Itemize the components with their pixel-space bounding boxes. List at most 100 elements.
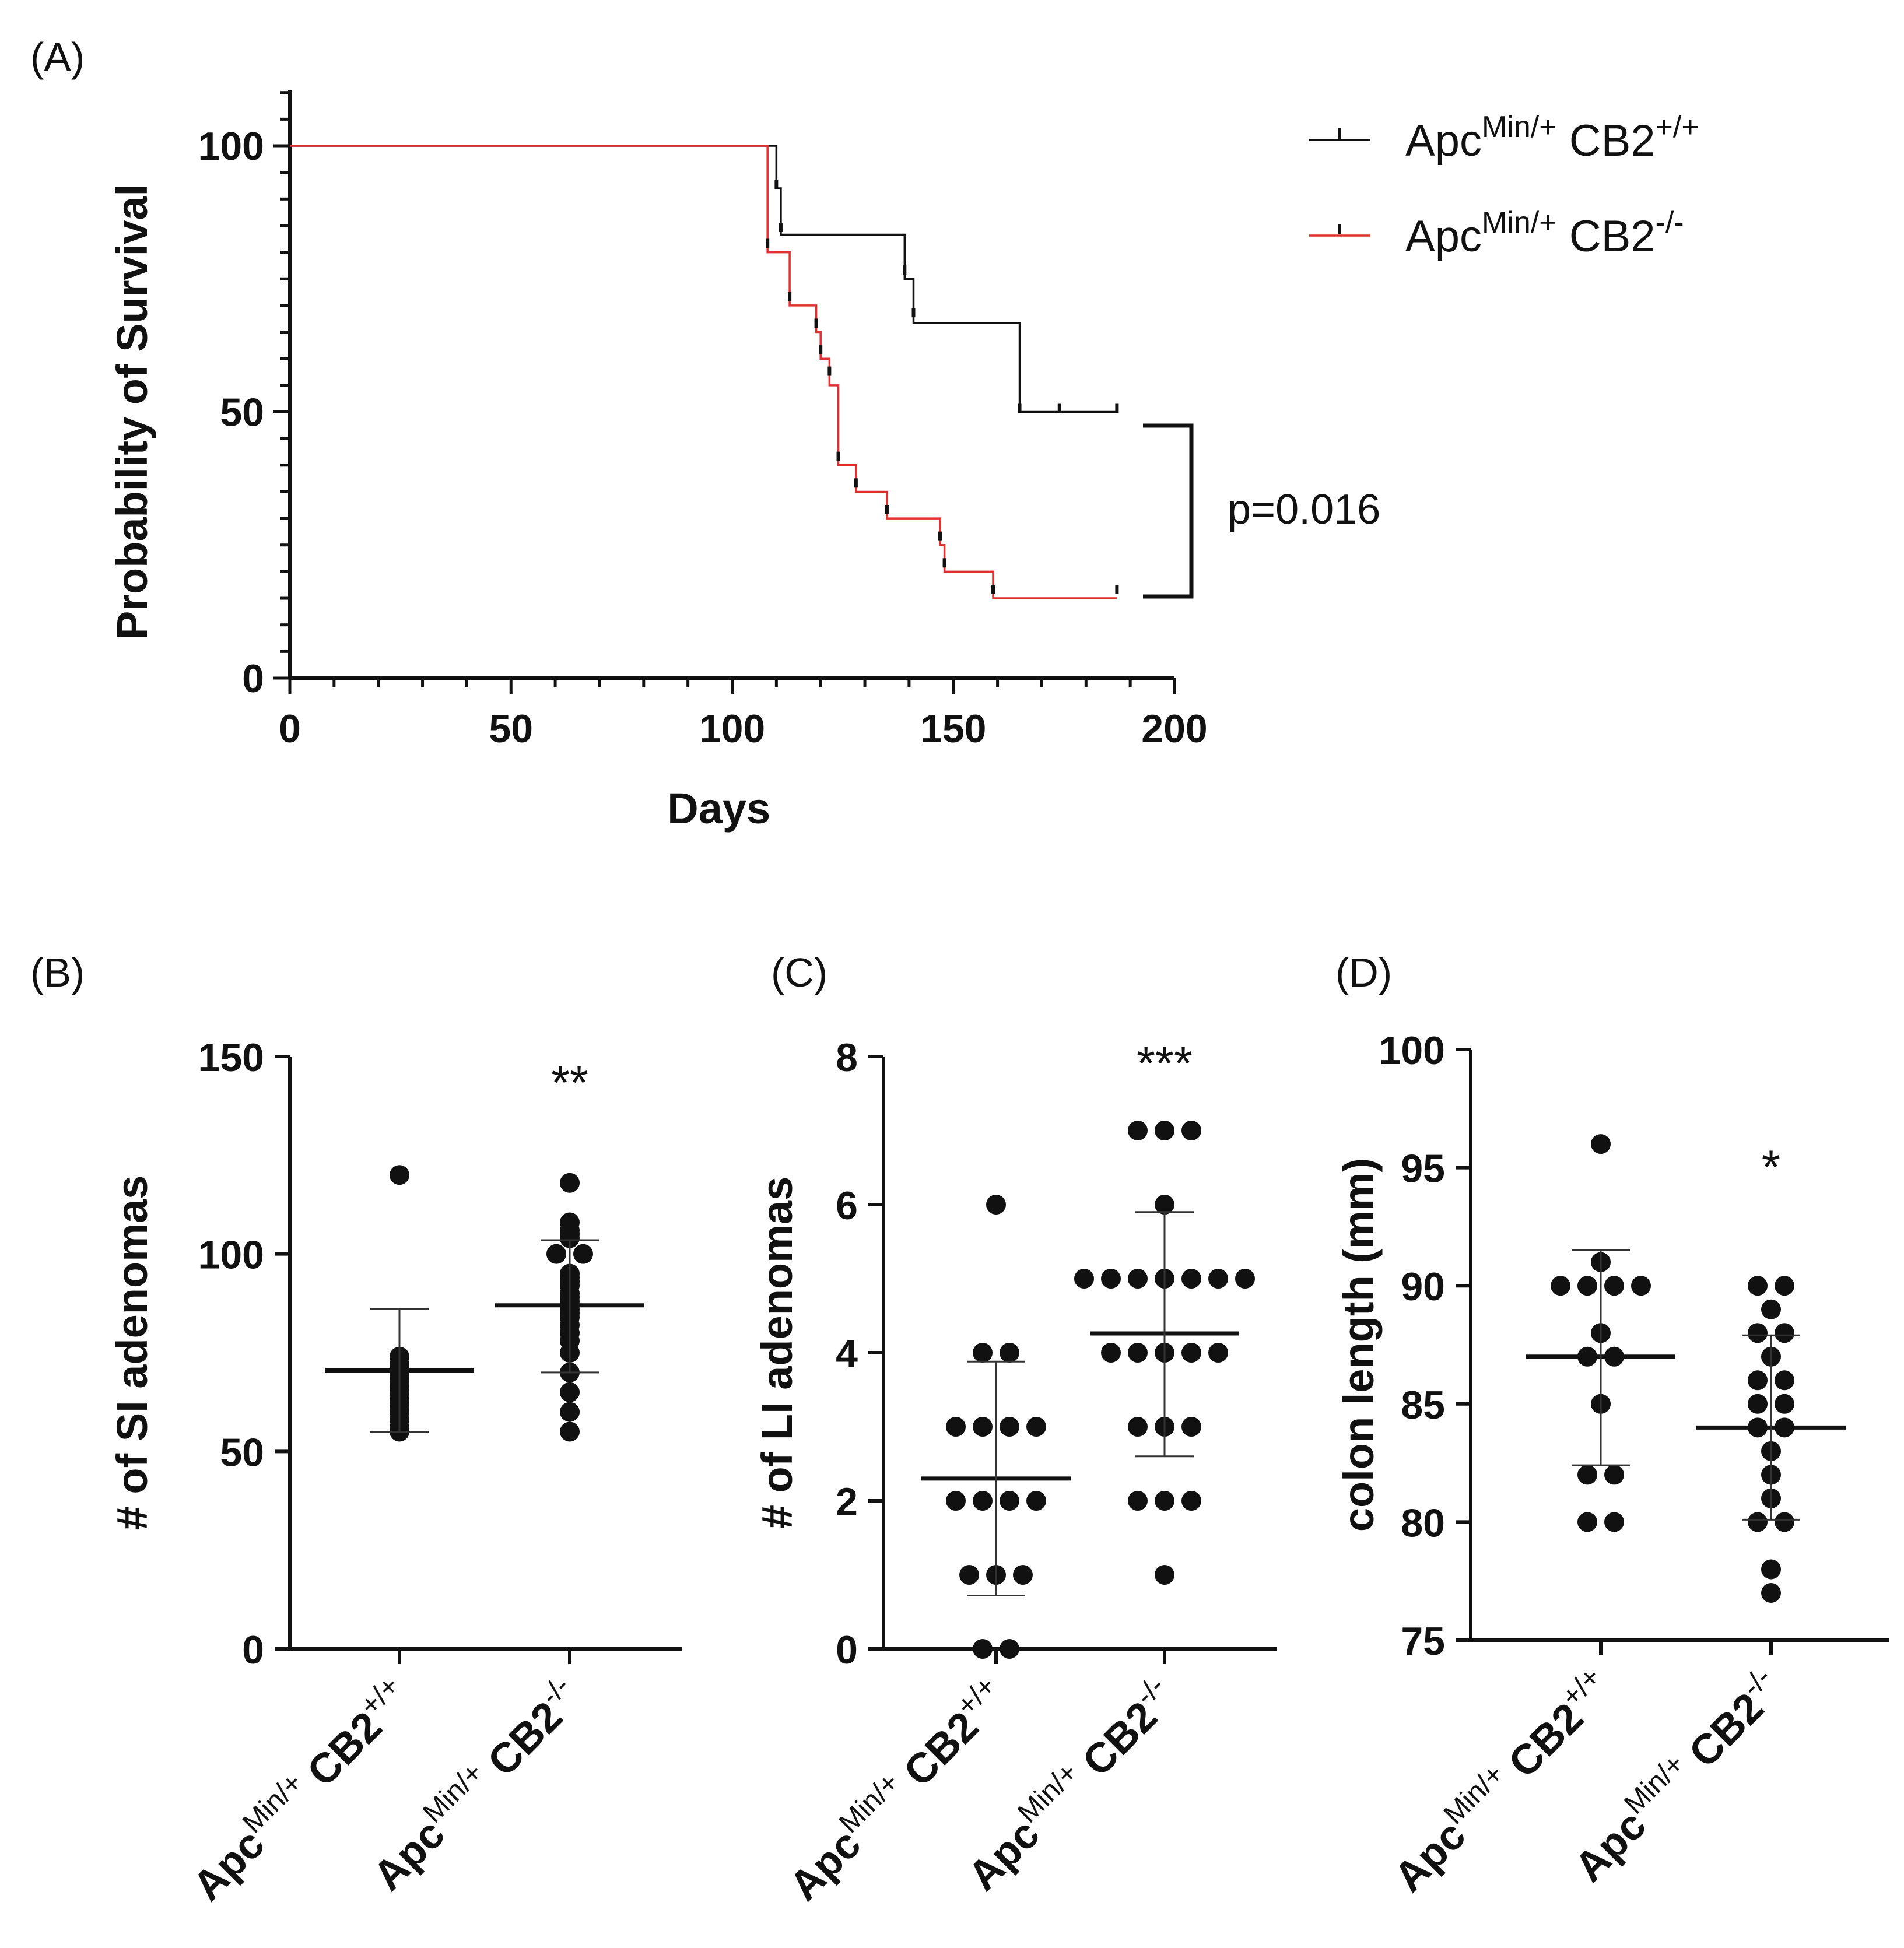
data-point bbox=[1128, 1121, 1148, 1140]
data-point bbox=[1101, 1269, 1121, 1289]
legend-label: ApcMin/+ CB2+/+ bbox=[1405, 110, 1699, 166]
data-point bbox=[986, 1195, 1006, 1215]
data-point bbox=[1761, 1582, 1781, 1603]
y-axis-label: Probability of Survival bbox=[108, 184, 156, 640]
data-point bbox=[973, 1417, 993, 1437]
data-point bbox=[560, 1228, 580, 1248]
data-point bbox=[1181, 1343, 1201, 1363]
significance-bracket bbox=[1143, 423, 1194, 599]
data-point bbox=[946, 1491, 966, 1511]
data-point bbox=[1128, 1343, 1148, 1363]
y-axis-label: # of SI adenomas bbox=[108, 1175, 156, 1531]
data-point bbox=[560, 1173, 580, 1193]
data-point bbox=[1128, 1491, 1148, 1511]
data-point bbox=[1155, 1195, 1174, 1215]
data-point bbox=[1000, 1417, 1019, 1437]
x-tick-label: 200 bbox=[1141, 707, 1207, 751]
panel-label-a: (A) bbox=[30, 34, 85, 80]
panel-label-b: (B) bbox=[30, 950, 85, 995]
y-tick-label: 2 bbox=[836, 1480, 858, 1524]
y-tick-label: 50 bbox=[220, 1430, 264, 1475]
data-point bbox=[1181, 1417, 1201, 1437]
y-tick-label: 100 bbox=[1379, 1029, 1445, 1073]
label-text: CB2 bbox=[1557, 212, 1656, 261]
data-point bbox=[1761, 1559, 1781, 1580]
panel-label-c: (C) bbox=[771, 950, 827, 995]
y-tick-label: 6 bbox=[836, 1184, 858, 1228]
data-point bbox=[1235, 1269, 1255, 1289]
data-point bbox=[1761, 1299, 1781, 1319]
data-point bbox=[959, 1565, 979, 1585]
y-tick-label: 4 bbox=[836, 1332, 858, 1376]
label-superscript: +/+ bbox=[1656, 110, 1699, 144]
y-tick-label: 100 bbox=[198, 1233, 264, 1277]
data-point bbox=[1026, 1417, 1046, 1437]
y-tick-label: 100 bbox=[198, 124, 264, 169]
data-point bbox=[1577, 1512, 1597, 1532]
data-point bbox=[973, 1491, 993, 1511]
data-point bbox=[1748, 1512, 1768, 1532]
y-tick-label: 0 bbox=[242, 657, 264, 701]
data-point bbox=[1101, 1343, 1121, 1363]
significance-stars: *** bbox=[1137, 1037, 1193, 1090]
data-point bbox=[973, 1343, 993, 1363]
data-point bbox=[1026, 1491, 1046, 1511]
x-tick-label: 50 bbox=[489, 707, 533, 751]
y-tick-label: 80 bbox=[1401, 1501, 1445, 1545]
data-point bbox=[1775, 1370, 1794, 1391]
data-point bbox=[560, 1402, 580, 1422]
label-text: Apc bbox=[1405, 116, 1482, 166]
data-point bbox=[390, 1165, 409, 1185]
data-point bbox=[1155, 1121, 1174, 1140]
y-tick-label: 150 bbox=[198, 1036, 264, 1080]
data-point bbox=[1128, 1417, 1148, 1437]
data-point bbox=[1604, 1512, 1624, 1532]
x-tick-label: 100 bbox=[699, 707, 765, 751]
data-point bbox=[1013, 1565, 1033, 1585]
x-tick-label: 0 bbox=[279, 707, 301, 751]
y-tick-label: 90 bbox=[1401, 1265, 1445, 1309]
data-point bbox=[1604, 1276, 1624, 1296]
panel-label-d: (D) bbox=[1335, 950, 1392, 995]
data-point bbox=[560, 1421, 580, 1442]
data-point bbox=[1181, 1269, 1201, 1289]
data-point bbox=[1775, 1512, 1794, 1532]
data-point bbox=[1181, 1121, 1201, 1140]
y-tick-label: 75 bbox=[1401, 1619, 1445, 1663]
data-point bbox=[1775, 1276, 1794, 1296]
data-point bbox=[1208, 1343, 1228, 1363]
label-superscript: -/- bbox=[1656, 206, 1684, 240]
panel-a: (A) 0 50 100 0 50 100 150 200 Days Probability of … bbox=[30, 34, 1699, 833]
p-value-annotation: p=0.016 bbox=[1228, 486, 1380, 533]
data-point bbox=[1000, 1639, 1019, 1659]
y-axis-label: # of LI adenomas bbox=[753, 1177, 801, 1529]
data-point bbox=[1128, 1269, 1148, 1289]
data-point bbox=[1591, 1134, 1611, 1154]
y-tick-label: 95 bbox=[1401, 1147, 1445, 1191]
y-tick-label: 0 bbox=[242, 1628, 264, 1672]
data-point bbox=[1775, 1394, 1794, 1414]
data-point bbox=[1155, 1565, 1174, 1585]
significance-stars: * bbox=[1762, 1141, 1780, 1194]
legend-label: ApcMin/+ CB2-/- bbox=[1405, 206, 1684, 261]
y-tick-label: 85 bbox=[1401, 1383, 1445, 1427]
data-point bbox=[946, 1417, 966, 1437]
x-tick-label: 150 bbox=[920, 707, 986, 751]
data-point bbox=[560, 1382, 580, 1402]
data-point bbox=[1577, 1465, 1597, 1485]
x-axis-label: Days bbox=[667, 784, 770, 833]
data-point bbox=[1748, 1370, 1768, 1391]
data-point bbox=[1748, 1276, 1768, 1296]
data-point bbox=[1775, 1323, 1794, 1343]
data-point bbox=[1551, 1276, 1570, 1296]
label-superscript: Min/+ bbox=[1482, 110, 1557, 144]
data-point bbox=[1748, 1323, 1768, 1343]
label-text: Apc bbox=[1405, 212, 1482, 261]
label-superscript: Min/+ bbox=[1482, 206, 1557, 240]
label-text: CB2 bbox=[1557, 116, 1656, 166]
data-point bbox=[573, 1244, 593, 1264]
data-point bbox=[1155, 1491, 1174, 1511]
y-tick-label: 8 bbox=[836, 1036, 858, 1080]
data-point bbox=[1074, 1269, 1094, 1289]
